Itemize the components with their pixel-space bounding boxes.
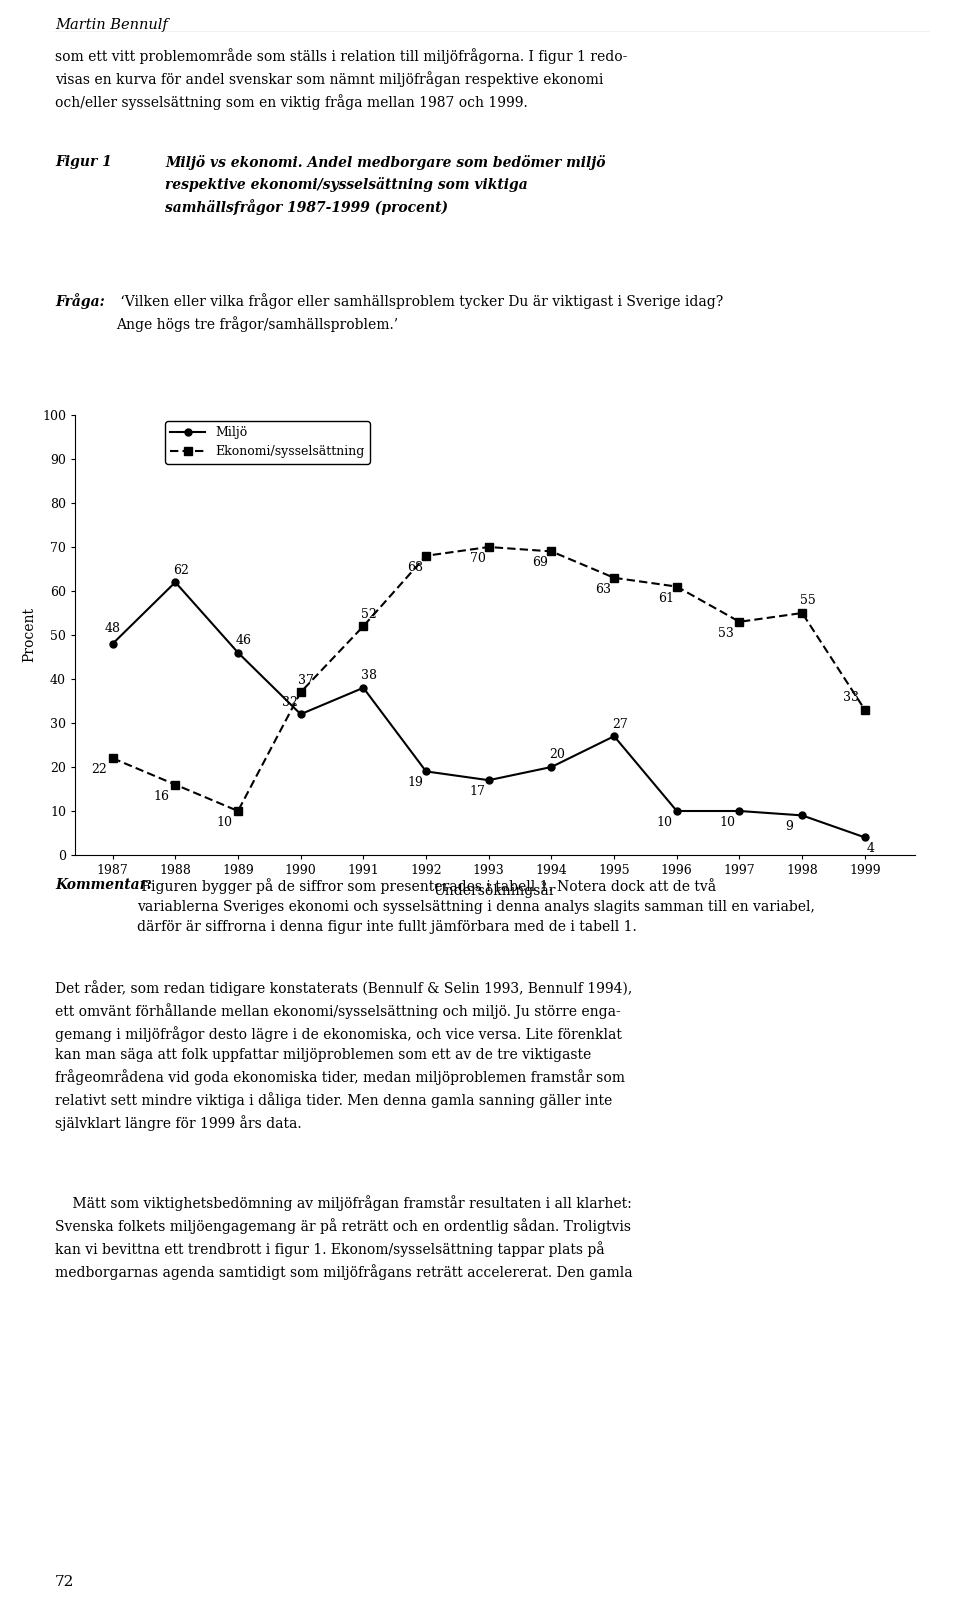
Text: 46: 46	[235, 635, 252, 648]
Text: Mätt som viktighetsbedömning av miljöfrågan framstår resultaten i all klarhet:
S: Mätt som viktighetsbedömning av miljöfrå…	[55, 1196, 633, 1279]
Text: 37: 37	[299, 673, 314, 686]
Text: Martin Bennulf: Martin Bennulf	[55, 18, 168, 32]
Text: ‘Vilken eller vilka frågor eller samhällsproblem tycker Du är viktigast i Sverig: ‘Vilken eller vilka frågor eller samhäll…	[116, 292, 723, 331]
Text: 70: 70	[469, 553, 486, 566]
Text: som ett vitt problemområde som ställs i relation till miljöfrågorna. I figur 1 r: som ett vitt problemområde som ställs i …	[55, 48, 628, 109]
Text: 32: 32	[281, 696, 298, 709]
Text: 33: 33	[843, 691, 859, 704]
Text: 69: 69	[533, 556, 548, 569]
Text: 16: 16	[154, 789, 169, 802]
Text: 53: 53	[718, 627, 733, 640]
Text: 19: 19	[407, 776, 422, 789]
Text: Fråga:: Fråga:	[55, 292, 105, 309]
Text: 17: 17	[469, 786, 486, 799]
Text: Figuren bygger på de siffror som presenterades i tabell 1. Notera dock att de tv: Figuren bygger på de siffror som present…	[137, 877, 815, 934]
Text: 10: 10	[657, 816, 672, 829]
Text: 63: 63	[595, 583, 611, 596]
Text: 48: 48	[105, 622, 121, 635]
Text: 20: 20	[549, 749, 564, 762]
Text: 27: 27	[612, 718, 628, 731]
Text: 9: 9	[785, 821, 794, 834]
X-axis label: Undersökningsår: Undersökningsår	[434, 882, 556, 898]
Text: 4: 4	[867, 842, 875, 855]
Text: 10: 10	[719, 816, 735, 829]
Text: 62: 62	[173, 564, 189, 577]
Text: Miljö vs ekonomi. Andel medborgare som bedömer miljö
respektive ekonomi/sysselsä: Miljö vs ekonomi. Andel medborgare som b…	[165, 154, 606, 215]
Legend: Miljö, Ekonomi/sysselsättning: Miljö, Ekonomi/sysselsättning	[165, 421, 370, 463]
Text: 68: 68	[407, 561, 423, 574]
Text: 22: 22	[91, 763, 107, 776]
Text: 61: 61	[658, 591, 674, 604]
Text: 10: 10	[216, 816, 232, 829]
Text: 52: 52	[361, 607, 376, 620]
Text: Det råder, som redan tidigare konstaterats (Bennulf & Selin 1993, Bennulf 1994),: Det råder, som redan tidigare konstatera…	[55, 980, 633, 1131]
Y-axis label: Procent: Procent	[22, 607, 36, 662]
Text: 38: 38	[361, 669, 377, 683]
Text: Figur 1: Figur 1	[55, 154, 111, 169]
Text: 72: 72	[55, 1575, 74, 1589]
Text: Kommentar:: Kommentar:	[55, 877, 152, 892]
Text: 55: 55	[800, 595, 816, 607]
